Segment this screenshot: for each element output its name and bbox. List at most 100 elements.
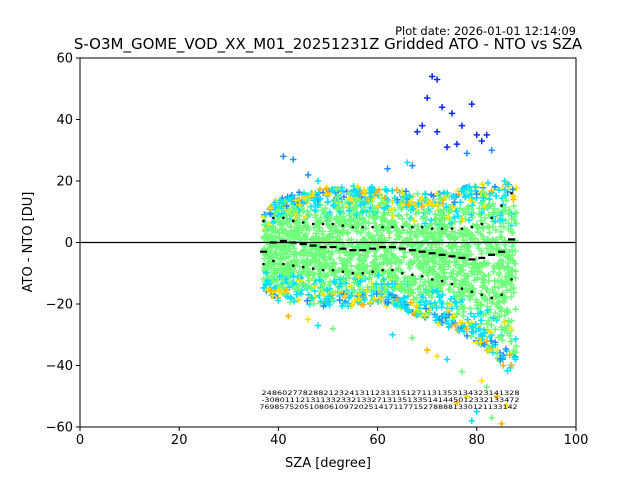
cloud-point — [404, 229, 411, 236]
lower_std-marker — [450, 282, 454, 286]
cloud-point — [385, 225, 392, 232]
cloud-point — [429, 201, 436, 208]
lower_std-marker — [420, 275, 424, 278]
cloud-point — [497, 228, 505, 236]
cloud-point — [290, 273, 297, 280]
cloud-point — [277, 196, 284, 204]
cloud-point — [299, 248, 306, 256]
outlier-point-low — [409, 334, 416, 342]
cloud-point — [380, 200, 388, 207]
cloud-point — [497, 278, 505, 286]
cloud-point — [421, 312, 429, 320]
cloud-point — [440, 255, 448, 262]
cloud-point — [472, 261, 480, 268]
cloud-point — [314, 220, 321, 227]
cloud-point — [493, 293, 500, 301]
cloud-point — [492, 226, 500, 234]
outlier-point-high — [384, 165, 391, 172]
outlier-point-low — [285, 313, 292, 320]
outlier-point-low — [424, 346, 431, 354]
cloud-point — [464, 252, 471, 260]
cloud-point — [509, 193, 517, 200]
outlier-point-high — [473, 131, 480, 139]
outlier-point-low — [443, 356, 451, 363]
cloud-point — [480, 194, 487, 201]
cloud-point — [331, 260, 338, 268]
cloud-point — [453, 258, 460, 265]
cloud-point — [435, 230, 442, 237]
cloud-point — [320, 292, 328, 299]
cloud-point — [505, 210, 512, 218]
cloud-point — [274, 227, 281, 234]
cloud-point — [280, 284, 287, 291]
cloud-point — [473, 274, 481, 282]
cloud-point — [300, 252, 308, 259]
cloud-point — [458, 302, 466, 309]
lower_std-marker — [470, 290, 474, 294]
cloud-point — [434, 282, 441, 289]
cloud-point — [501, 312, 509, 319]
cloud-point — [366, 209, 373, 216]
cloud-point — [299, 199, 306, 207]
cloud-point — [484, 204, 492, 212]
cloud-point — [466, 183, 473, 190]
cloud-point — [267, 247, 274, 255]
cloud-point — [441, 312, 448, 319]
cloud-point — [365, 231, 372, 239]
plot-date: Plot date: 2026-01-01 12:14:09 — [395, 24, 576, 38]
lower_std-marker — [460, 287, 464, 290]
cloud-point — [456, 249, 463, 257]
cloud-point — [304, 197, 312, 204]
lower_std-marker — [282, 262, 285, 266]
cloud-point — [452, 322, 459, 329]
y-tick-label: −20 — [46, 298, 73, 313]
upper_std-marker — [510, 192, 513, 195]
cloud-point — [366, 299, 374, 306]
cloud-point — [355, 273, 362, 281]
cloud-point — [507, 226, 514, 233]
cloud-point — [464, 205, 471, 212]
cloud-point — [342, 249, 349, 256]
cloud-point — [505, 263, 512, 271]
cloud-point — [466, 242, 473, 249]
cloud-point — [513, 209, 520, 216]
cloud-point — [485, 317, 492, 325]
y-tick-label: 0 — [65, 236, 73, 251]
cloud-point — [413, 231, 420, 238]
cloud-point — [265, 273, 272, 280]
cloud-point — [288, 198, 295, 205]
cloud-point — [371, 259, 378, 266]
cloud-point — [459, 263, 467, 270]
cloud-point — [384, 203, 391, 210]
cloud-point — [456, 227, 464, 234]
cloud-point — [350, 205, 357, 213]
lower_std-marker — [331, 268, 335, 272]
cloud-point — [287, 278, 294, 285]
cloud-point — [286, 271, 293, 279]
cloud-point — [502, 273, 509, 281]
cloud-point — [262, 282, 270, 289]
cloud-point — [472, 321, 479, 328]
cloud-point — [497, 223, 505, 230]
y-tick-label: 20 — [56, 175, 73, 190]
outlier-point-high — [409, 162, 416, 169]
cloud-point — [507, 324, 514, 332]
outlier-point-low — [508, 362, 515, 369]
cloud-point — [361, 296, 368, 304]
cloud-point — [386, 234, 393, 241]
cloud-point — [494, 303, 501, 311]
cloud-point — [355, 295, 363, 303]
cloud-point — [324, 198, 332, 205]
cloud-point — [431, 211, 439, 218]
cloud-point — [393, 236, 400, 243]
cloud-point — [484, 307, 491, 314]
outlier-point-high — [488, 147, 495, 154]
cloud-point — [473, 298, 481, 306]
cloud-point — [505, 220, 512, 227]
lower_std-marker — [381, 268, 384, 272]
upper_std-marker — [500, 204, 503, 207]
outlier-point-low — [389, 331, 396, 338]
cloud-point — [455, 306, 462, 313]
cloud-point — [375, 272, 382, 279]
cloud-point — [338, 216, 346, 223]
